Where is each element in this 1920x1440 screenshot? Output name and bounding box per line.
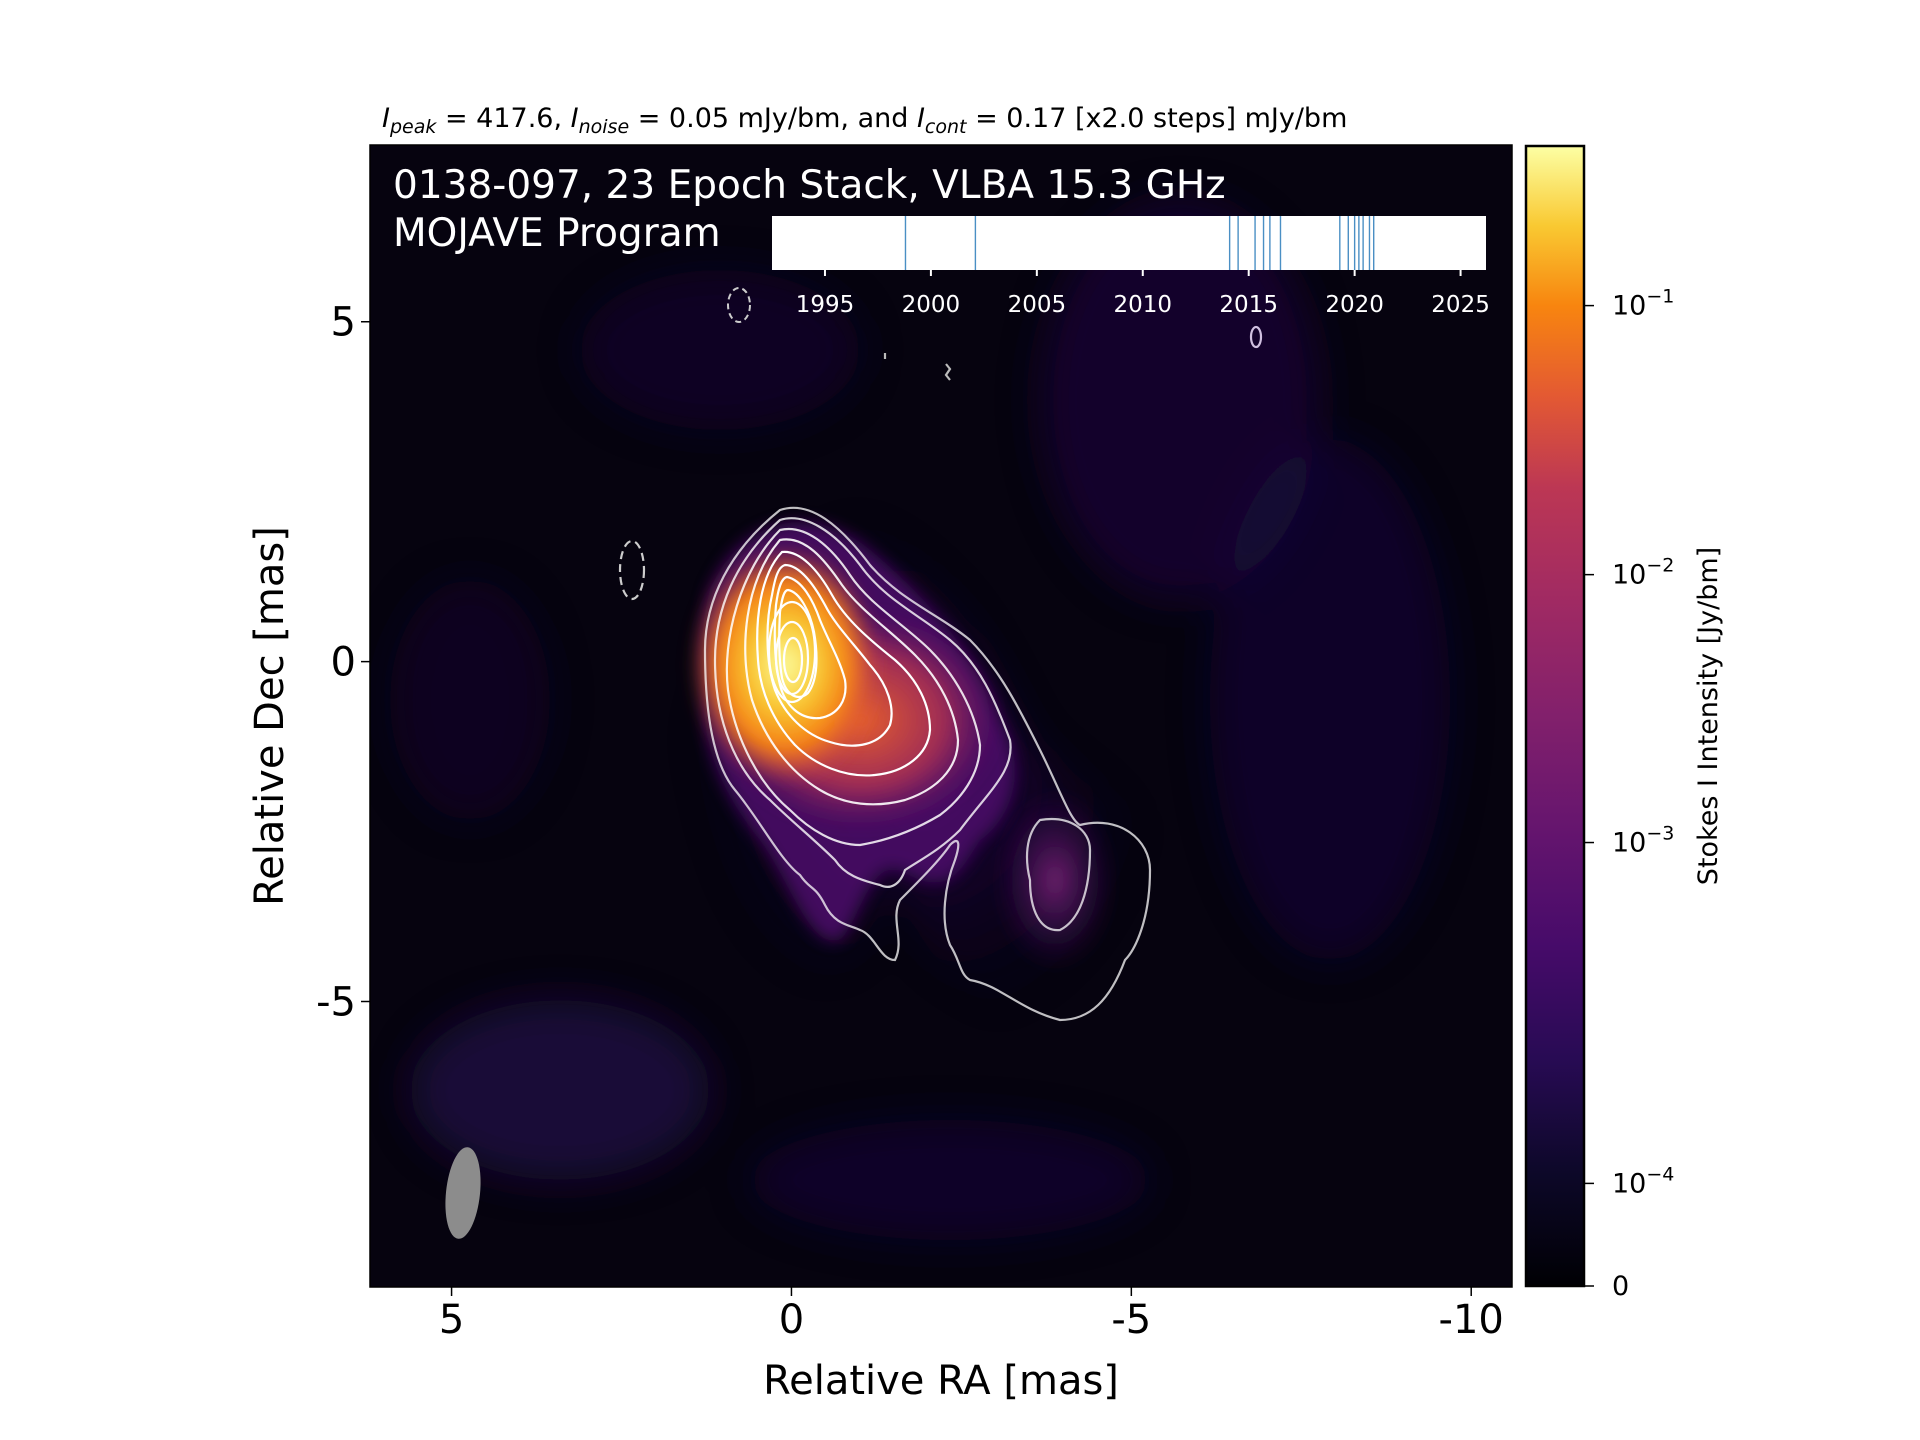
epoch-inset-box — [772, 216, 1486, 270]
x-tick-label: -10 — [1439, 1297, 1504, 1343]
contour-level-4 — [725, 527, 982, 847]
contour-level-2 — [1025, 817, 1092, 932]
x-tick-label: -5 — [1111, 1297, 1151, 1343]
epoch-tick-label: 2020 — [1325, 292, 1384, 318]
image-panel: 0138-097, 23 Epoch Stack, VLBA 15.3 GHz … — [369, 144, 1513, 1288]
contour-level-8 — [773, 575, 847, 720]
y-axis-ticks: 5 0 -5 — [316, 300, 370, 1026]
panel-source-label: 0138-097, 23 Epoch Stack, VLBA 15.3 GHz — [393, 163, 1226, 208]
epoch-ticks: 1995 2000 2005 2010 2015 2020 2025 — [796, 270, 1490, 318]
colorbar: 10−1 10−2 10−3 10−4 0 Stokes I Intensity [Jy… — [1524, 144, 1724, 1302]
colorbar-tick-label: 0 — [1612, 1271, 1629, 1302]
epoch-lines — [904, 216, 1375, 270]
y-tick-label: -5 — [316, 980, 356, 1026]
contour-level-5 — [744, 538, 960, 806]
y-tick-label: 5 — [331, 300, 356, 346]
epoch-tick-label: 2000 — [902, 292, 961, 318]
restoring-beam — [445, 1147, 481, 1239]
contours — [618, 325, 1263, 1022]
x-axis-ticks: 5 0 -5 -10 — [439, 1287, 1504, 1343]
contour-level-11 — [774, 620, 810, 696]
contour-level-3 — [713, 517, 1012, 888]
y-axis-label: Relative Dec [mas] — [247, 526, 293, 906]
contour-small-topright — [1249, 325, 1263, 349]
colorbar-gradient — [1524, 144, 1586, 1288]
chart-title: Ipeak = 417.6, Inoise = 0.05 mJy/bm, and… — [382, 103, 1347, 138]
contour-level-10 — [767, 600, 817, 704]
epoch-inset: 1995 2000 2005 2010 2015 2020 2025 — [772, 216, 1490, 318]
colorbar-tick-label: 10−4 — [1612, 1163, 1674, 1199]
panel-program-label: MOJAVE Program — [393, 211, 721, 256]
image-frame — [369, 144, 1513, 1288]
dashed-beam-marker — [727, 287, 751, 323]
contour-level-1 — [703, 506, 1152, 1022]
colorbar-ticks: 10−1 10−2 10−3 10−4 0 — [1584, 286, 1674, 1302]
contour-tiny-2 — [944, 363, 952, 381]
x-tick-label: 5 — [439, 1297, 464, 1343]
colorbar-label: Stokes I Intensity [Jy/bm] — [1693, 547, 1724, 885]
epoch-tick-label: 1995 — [796, 292, 855, 318]
epoch-tick-label: 2025 — [1431, 292, 1490, 318]
background-emission — [390, 200, 1450, 1240]
contour-level-6 — [756, 550, 932, 777]
epoch-tick-label: 2015 — [1219, 292, 1278, 318]
contour-negative-left — [618, 539, 646, 601]
colorbar-tick-label: 10−1 — [1612, 286, 1674, 322]
contour-level-7 — [766, 563, 893, 747]
epoch-tick-label: 2010 — [1113, 292, 1172, 318]
y-tick-label: 0 — [331, 640, 356, 686]
colorbar-tick-label: 10−2 — [1612, 555, 1674, 591]
x-tick-label: 0 — [779, 1297, 804, 1343]
colorbar-tick-label: 10−3 — [1612, 823, 1674, 859]
epoch-tick-label: 2005 — [1008, 292, 1067, 318]
contour-level-12 — [782, 636, 804, 684]
x-axis-label: Relative RA [mas] — [763, 1358, 1119, 1404]
